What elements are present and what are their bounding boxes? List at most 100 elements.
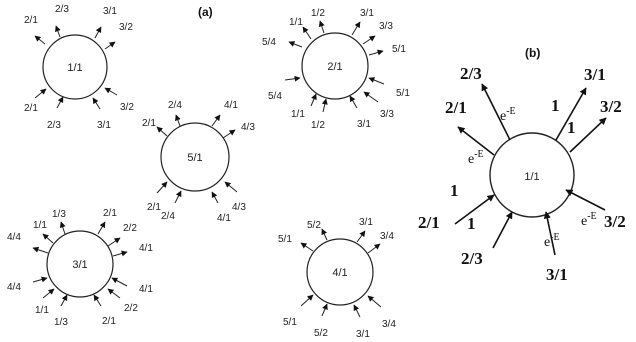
weight-label: 1 — [467, 214, 476, 233]
edge-label: 1/3 — [52, 209, 66, 220]
arrow-out — [97, 221, 106, 235]
decay-label: e-E — [468, 149, 484, 167]
arrow-in — [34, 88, 47, 99]
arrow-in — [60, 294, 68, 307]
weight-label: 1 — [551, 96, 560, 115]
node-3-1-label: 3/1 — [72, 259, 87, 271]
arrow-out — [362, 35, 376, 45]
node-5-1: 5/1 2/4 4/1 2/1 4/3 2/1 2/4 4/1 4/3 — [142, 100, 255, 224]
edge-label: 2/1 — [445, 98, 467, 117]
edge-label: 3/1 — [97, 120, 111, 131]
edge-label: 2/2 — [124, 303, 138, 314]
edge-label: 1/2 — [311, 8, 325, 19]
edge-label: 3/1 — [357, 119, 371, 130]
arrow-in — [310, 93, 317, 107]
edge-label: 2/3 — [461, 249, 483, 268]
panel-b-label: (b) — [525, 46, 540, 60]
edge-label: 1/1 — [289, 17, 303, 28]
decay-label: e-E — [544, 232, 560, 250]
weight-label: 1 — [450, 181, 459, 200]
arrow-out — [288, 41, 303, 48]
arrow-in — [111, 277, 128, 287]
edge-label: 5/2 — [307, 220, 321, 231]
edge-label: 4/3 — [241, 122, 255, 133]
arrow-in — [56, 96, 64, 109]
arrow-out — [34, 35, 46, 45]
arrow-out — [211, 114, 221, 127]
node-4-1: 4/1 5/2 3/1 5/1 3/4 5/1 5/2 3/1 3/4 — [278, 217, 396, 340]
edge-label: 3/2 — [119, 22, 133, 33]
arrow-in — [42, 288, 55, 299]
arrow-out — [569, 117, 607, 153]
edge-label: 5/2 — [314, 328, 328, 339]
edge-label: 2/3 — [55, 4, 69, 15]
detail-node-1-1: 1/1 2/3 3/1 2/1 3/2 2/1 2/3 3/1 3/2 1 1 … — [418, 64, 626, 284]
arrow-in — [565, 189, 606, 211]
arrow-out — [222, 129, 236, 139]
arrow-in — [93, 294, 102, 307]
arrow-out — [156, 126, 168, 137]
decay-label: e-E — [581, 211, 597, 229]
edge-label: 3/1 — [360, 8, 374, 19]
edge-label: 1/2 — [311, 120, 325, 131]
arrow-out — [457, 126, 495, 156]
edge-label: 5/1 — [278, 234, 292, 245]
edge-label: 2/1 — [142, 118, 156, 129]
arrow-out — [555, 87, 587, 141]
node-1-1-circle — [42, 34, 108, 100]
edge-label: 3/4 — [380, 231, 394, 242]
arrow-in — [92, 97, 101, 110]
arrow-in — [284, 75, 301, 82]
edge-label: 5/4 — [268, 91, 282, 102]
arrow-out — [107, 237, 121, 247]
arrow-out — [318, 20, 325, 34]
edge-label: 2/3 — [47, 120, 61, 131]
arrow-in — [211, 191, 219, 204]
edge-label: 1/1 — [35, 305, 49, 316]
arrow-in — [321, 303, 328, 317]
edge-label: 3/3 — [380, 109, 394, 120]
arrow-in — [368, 77, 385, 85]
arrow-in — [300, 294, 314, 307]
edge-label: 4/1 — [139, 284, 153, 295]
arrow-out — [112, 250, 128, 257]
edge-label: 5/1 — [283, 317, 297, 328]
edge-label: 2/1 — [24, 15, 38, 26]
arrow-in — [454, 194, 495, 225]
edge-label: 3/2 — [600, 97, 622, 116]
node-5-1-label: 5/1 — [187, 152, 202, 164]
edge-label: 4/3 — [232, 202, 246, 213]
edge-label: 4/4 — [7, 232, 21, 243]
arrow-out — [356, 230, 366, 243]
arrow-out — [367, 243, 381, 254]
edge-label: 3/1 — [356, 329, 370, 340]
arrow-out — [300, 242, 314, 252]
arrow-in — [104, 87, 118, 96]
node-4-1-circle — [306, 238, 374, 306]
arrow-out — [55, 25, 61, 38]
node-1-1-label: 1/1 — [67, 62, 82, 74]
edge-label: 4/4 — [7, 282, 21, 293]
edge-label: 4/1 — [139, 243, 153, 254]
panel-a-label: (a) — [198, 5, 213, 19]
node-3-1-circle — [46, 230, 114, 298]
arrow-in — [367, 295, 382, 308]
edge-label: 2/4 — [168, 100, 182, 111]
edge-label: 3/4 — [382, 319, 396, 330]
arrow-out — [42, 233, 54, 244]
edge-label: 3/2 — [120, 102, 134, 113]
node-1-1: 1/1 2/1 2/3 3/1 3/2 2/1 2/3 3/1 3/2 — [24, 4, 134, 131]
node-2-1-circle — [301, 32, 369, 100]
edge-label: 2/1 — [24, 103, 38, 114]
edge-label: 2/3 — [460, 64, 482, 83]
arrow-out — [59, 221, 66, 235]
arrow-out — [94, 26, 102, 39]
edge-label: 3/1 — [103, 6, 117, 17]
arrow-out — [175, 114, 181, 127]
arrow-in — [224, 181, 238, 193]
arrow-out — [481, 83, 511, 141]
edge-label: 2/1 — [418, 213, 440, 232]
edge-label: 5/1 — [392, 44, 406, 55]
arrow-in — [107, 288, 121, 299]
edge-label: 3/1 — [584, 65, 606, 84]
